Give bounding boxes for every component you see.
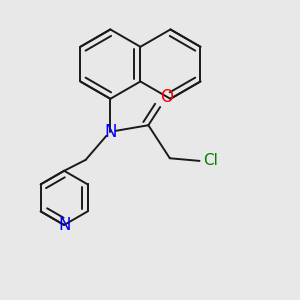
Text: N: N <box>58 216 70 234</box>
Text: N: N <box>104 123 117 141</box>
Text: O: O <box>160 88 173 106</box>
Text: Cl: Cl <box>203 153 218 168</box>
